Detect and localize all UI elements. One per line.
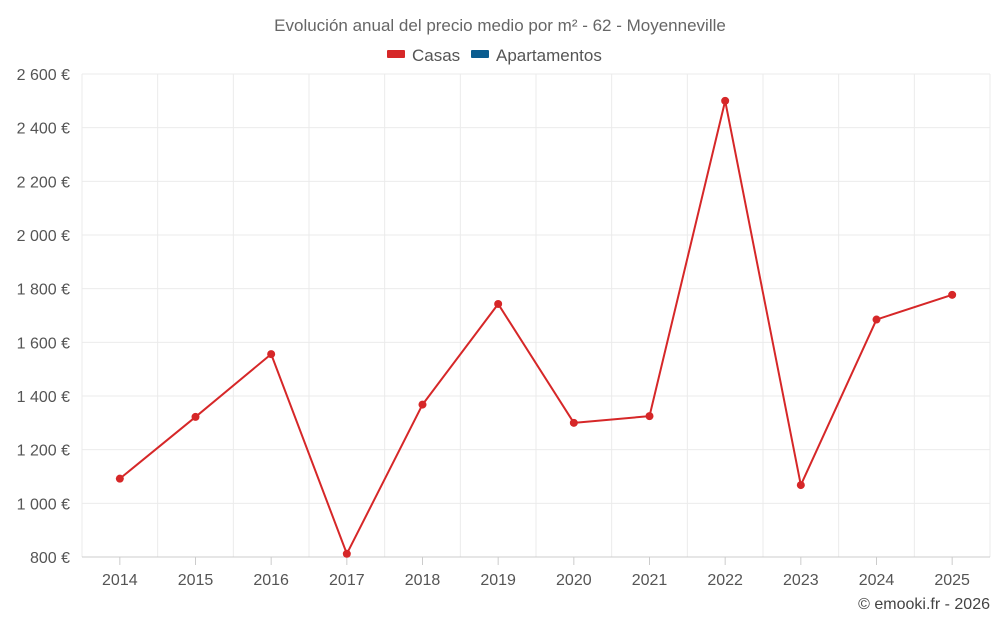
y-tick-label: 2 400 € bbox=[17, 121, 70, 138]
y-tick-label: 2 600 € bbox=[17, 67, 70, 84]
legend-swatch-apartamentos bbox=[471, 50, 489, 58]
x-tick-label: 2017 bbox=[329, 572, 365, 589]
data-point-casas[interactable] bbox=[721, 96, 730, 105]
y-tick-label: 2 000 € bbox=[17, 228, 70, 245]
data-point-casas[interactable] bbox=[191, 412, 200, 421]
legend-label-apartamentos: Apartamentos bbox=[496, 46, 602, 65]
data-point-casas[interactable] bbox=[569, 418, 578, 427]
data-point-casas[interactable] bbox=[872, 315, 881, 324]
x-tick-label: 2023 bbox=[783, 572, 819, 589]
x-tick-label: 2016 bbox=[253, 572, 289, 589]
y-tick-label: 1 800 € bbox=[17, 282, 70, 299]
series-casas bbox=[115, 96, 957, 558]
y-tick-label: 1 000 € bbox=[17, 496, 70, 513]
x-tick-label: 2015 bbox=[178, 572, 214, 589]
x-tick-label: 2019 bbox=[480, 572, 516, 589]
legend-swatch-casas bbox=[387, 50, 405, 58]
x-tick-label: 2020 bbox=[556, 572, 592, 589]
y-tick-label: 1 400 € bbox=[17, 389, 70, 406]
series-line-casas bbox=[119, 99, 953, 555]
x-tick-label: 2014 bbox=[102, 572, 138, 589]
legend: Casas Apartamentos bbox=[387, 46, 602, 65]
data-point-casas[interactable] bbox=[267, 350, 276, 359]
chart-title: Evolución anual del precio medio por m² … bbox=[274, 16, 726, 35]
data-point-casas[interactable] bbox=[494, 299, 503, 308]
data-point-casas[interactable] bbox=[948, 290, 957, 299]
credit-text: © emooki.fr - 2026 bbox=[858, 596, 990, 613]
x-tick-label: 2021 bbox=[632, 572, 668, 589]
data-point-casas[interactable] bbox=[418, 400, 427, 409]
data-point-casas[interactable] bbox=[115, 474, 124, 483]
x-tick-label: 2024 bbox=[859, 572, 895, 589]
legend-label-casas: Casas bbox=[412, 46, 460, 65]
y-tick-label: 2 200 € bbox=[17, 174, 70, 191]
y-tick-label: 800 € bbox=[30, 550, 70, 567]
data-point-casas[interactable] bbox=[342, 549, 351, 558]
x-tick-label: 2018 bbox=[405, 572, 441, 589]
data-point-casas[interactable] bbox=[796, 481, 805, 490]
x-axis: 2014 2015 2016 2017 2018 2019 2020 2021 2022 2023… bbox=[82, 556, 990, 589]
grid bbox=[81, 73, 991, 557]
data-point-casas[interactable] bbox=[645, 412, 654, 421]
y-tick-label: 1 600 € bbox=[17, 335, 70, 352]
x-tick-label: 2025 bbox=[934, 572, 970, 589]
x-tick-label: 2022 bbox=[707, 572, 743, 589]
y-axis: 800 € 1 000 € 1 200 € 1 400 € 1 600 € 1 800 €… bbox=[17, 67, 70, 567]
legend-item-apartamentos[interactable]: Apartamentos bbox=[471, 46, 602, 65]
legend-item-casas[interactable]: Casas bbox=[387, 46, 460, 65]
y-tick-label: 1 200 € bbox=[17, 443, 70, 460]
